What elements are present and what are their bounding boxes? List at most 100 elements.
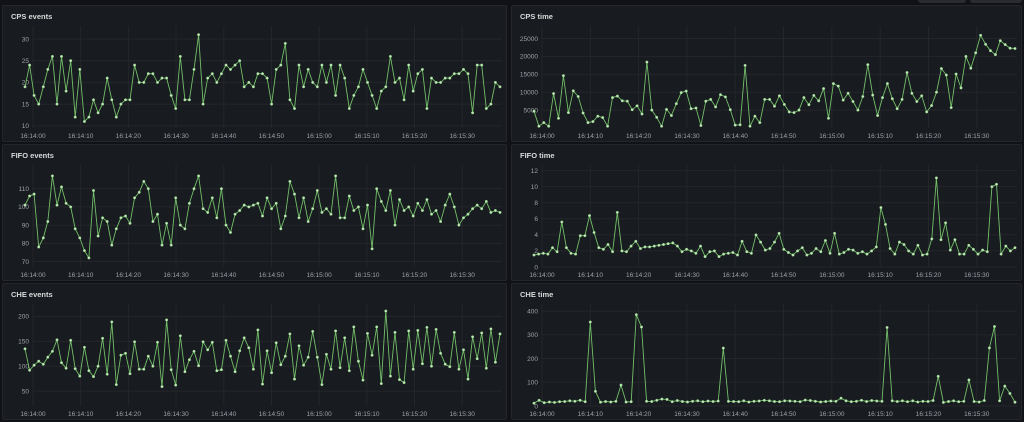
data-point[interactable]: [123, 214, 127, 218]
data-point[interactable]: [939, 238, 943, 242]
data-point[interactable]: [398, 76, 402, 80]
data-point[interactable]: [192, 349, 196, 353]
data-point[interactable]: [60, 361, 64, 365]
data-point[interactable]: [547, 400, 551, 404]
data-point[interactable]: [261, 214, 265, 218]
data-point[interactable]: [430, 76, 434, 80]
data-point[interactable]: [288, 332, 292, 336]
data-point[interactable]: [812, 93, 816, 97]
data-point[interactable]: [480, 331, 484, 335]
data-point[interactable]: [768, 246, 772, 250]
data-point[interactable]: [256, 328, 260, 332]
data-point[interactable]: [183, 227, 187, 231]
data-point[interactable]: [155, 80, 159, 84]
data-point[interactable]: [984, 42, 988, 46]
data-point[interactable]: [709, 97, 713, 101]
data-point[interactable]: [69, 59, 73, 63]
data-point[interactable]: [897, 240, 901, 244]
data-point[interactable]: [407, 205, 411, 209]
data-point[interactable]: [493, 208, 497, 212]
data-point[interactable]: [979, 33, 983, 37]
data-point[interactable]: [726, 251, 730, 255]
data-point[interactable]: [972, 399, 976, 403]
data-point[interactable]: [493, 80, 497, 84]
data-point[interactable]: [939, 67, 943, 71]
data-point[interactable]: [680, 250, 684, 254]
data-point[interactable]: [827, 116, 831, 120]
data-point[interactable]: [958, 252, 962, 256]
data-point[interactable]: [178, 334, 182, 338]
data-point[interactable]: [813, 399, 817, 403]
data-point[interactable]: [708, 250, 712, 254]
data-point[interactable]: [155, 212, 159, 216]
data-point[interactable]: [311, 80, 315, 84]
data-point[interactable]: [1008, 46, 1012, 50]
data-point[interactable]: [452, 205, 456, 209]
data-point[interactable]: [798, 400, 802, 404]
data-point[interactable]: [762, 398, 766, 402]
data-point[interactable]: [810, 251, 814, 255]
data-point[interactable]: [165, 76, 169, 80]
data-point[interactable]: [833, 231, 837, 235]
data-point[interactable]: [588, 320, 592, 324]
data-point[interactable]: [767, 399, 771, 403]
data-point[interactable]: [402, 381, 406, 385]
data-point[interactable]: [890, 97, 894, 101]
data-point[interactable]: [542, 121, 546, 125]
data-point[interactable]: [457, 223, 461, 227]
data-point[interactable]: [629, 244, 633, 248]
data-point[interactable]: [721, 346, 725, 350]
data-point[interactable]: [546, 252, 550, 256]
data-point[interactable]: [824, 399, 828, 403]
data-point[interactable]: [802, 96, 806, 100]
data-point[interactable]: [949, 106, 953, 110]
data-point[interactable]: [583, 400, 587, 404]
data-point[interactable]: [625, 99, 629, 103]
data-point[interactable]: [101, 102, 105, 106]
data-point[interactable]: [578, 398, 582, 402]
data-point[interactable]: [489, 210, 493, 214]
data-point[interactable]: [685, 400, 689, 404]
data-point[interactable]: [670, 400, 674, 404]
data-point[interactable]: [448, 192, 452, 196]
data-point[interactable]: [977, 400, 981, 404]
data-point[interactable]: [704, 99, 708, 103]
data-point[interactable]: [187, 98, 191, 102]
data-point[interactable]: [82, 249, 86, 253]
data-point[interactable]: [576, 94, 580, 98]
data-point[interactable]: [251, 203, 255, 207]
data-point[interactable]: [462, 67, 466, 71]
data-point[interactable]: [911, 399, 915, 403]
data-point[interactable]: [782, 102, 786, 106]
data-point[interactable]: [210, 72, 214, 76]
data-point[interactable]: [324, 207, 328, 211]
data-point[interactable]: [783, 399, 787, 403]
data-point[interactable]: [1004, 244, 1008, 248]
data-point[interactable]: [96, 364, 100, 368]
data-point[interactable]: [489, 102, 493, 106]
data-point[interactable]: [557, 116, 561, 120]
data-point[interactable]: [874, 245, 878, 249]
data-point[interactable]: [101, 216, 105, 220]
data-point[interactable]: [805, 253, 809, 257]
data-point[interactable]: [60, 54, 64, 58]
data-point[interactable]: [569, 251, 573, 255]
data-point[interactable]: [733, 123, 737, 127]
data-point[interactable]: [128, 98, 132, 102]
data-point[interactable]: [201, 207, 205, 211]
data-point[interactable]: [174, 106, 178, 110]
data-point[interactable]: [55, 338, 59, 342]
data-point[interactable]: [288, 179, 292, 183]
data-point[interactable]: [787, 110, 791, 114]
data-point[interactable]: [982, 398, 986, 402]
panel-cps-events[interactable]: CPS events 10 15 20 25 30 16:14:00 16:14:10 16:…: [2, 5, 507, 142]
data-point[interactable]: [311, 207, 315, 211]
data-point[interactable]: [615, 210, 619, 214]
data-point[interactable]: [270, 371, 274, 375]
data-point[interactable]: [851, 99, 855, 103]
data-point[interactable]: [675, 244, 679, 248]
data-point[interactable]: [592, 230, 596, 234]
data-point[interactable]: [680, 399, 684, 403]
data-point[interactable]: [443, 362, 447, 366]
data-point[interactable]: [679, 91, 683, 95]
